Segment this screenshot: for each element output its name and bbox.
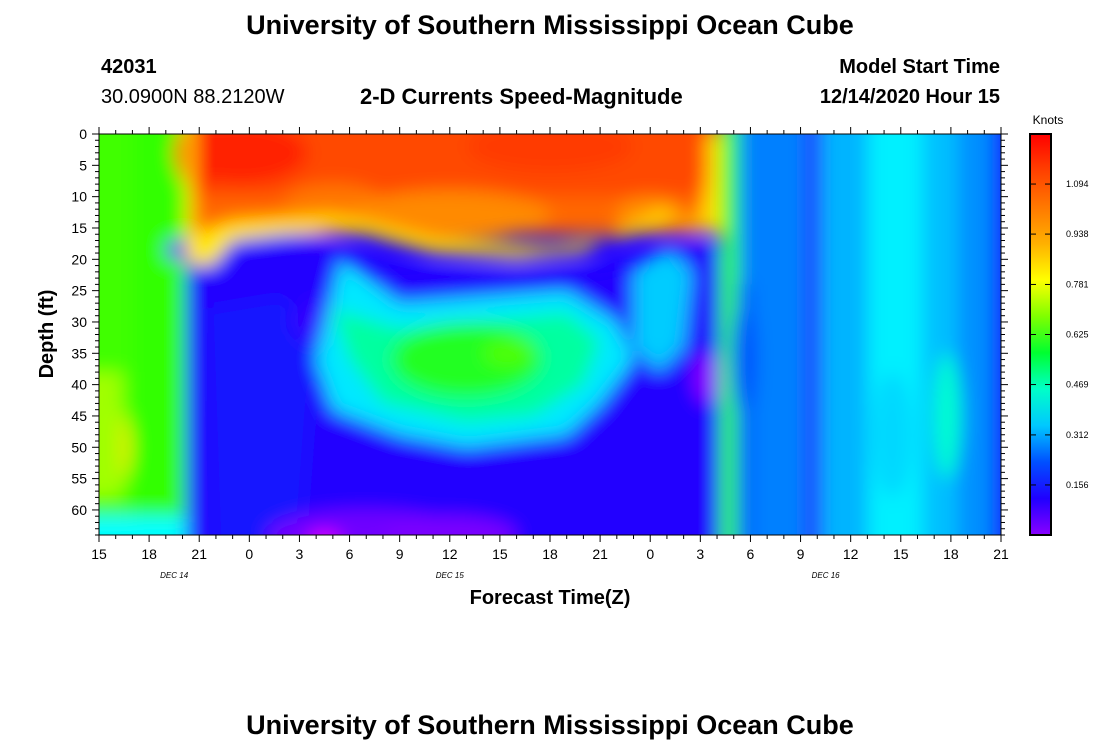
heatmap-field	[99, 134, 1001, 535]
heatmap-cell	[737, 284, 751, 535]
heatmap-cell	[483, 340, 534, 366]
y-tick-label: 35	[71, 345, 87, 361]
x-tick-label: 21	[993, 546, 1009, 562]
y-tick-label: 60	[71, 502, 87, 518]
y-tick-label: 10	[71, 189, 87, 205]
x-tick-label: 9	[797, 546, 805, 562]
x-tick-label: 18	[943, 546, 959, 562]
heatmap-cell	[349, 190, 550, 241]
y-tick-label: 25	[71, 283, 87, 299]
y-tick-label: 20	[71, 251, 87, 267]
heatmap-cell	[312, 531, 337, 535]
colorbar-tick-label: 0.781	[1066, 279, 1089, 289]
heatmap-cell	[99, 372, 123, 498]
heatmap-cell	[957, 134, 993, 535]
heatmap-cell	[693, 353, 724, 404]
x-tick-label: 0	[646, 546, 654, 562]
page-title: University of Southern Mississippi Ocean…	[246, 10, 854, 40]
heatmap-plot-area	[99, 134, 1001, 535]
x-date-label: DEC 15	[436, 571, 465, 580]
heatmap-cell	[872, 372, 913, 498]
x-tick-label: 12	[442, 546, 458, 562]
x-axis-label: Forecast Time(Z)	[470, 587, 631, 609]
heatmap-cell	[185, 134, 195, 260]
heatmap-cell	[807, 134, 821, 535]
x-tick-label: 15	[492, 546, 508, 562]
x-tick-label: 9	[396, 546, 404, 562]
x-tick-label: 6	[346, 546, 354, 562]
heatmap-cell	[633, 246, 692, 373]
heatmap-cell	[207, 296, 317, 535]
chart-title: 2-D Currents Speed-Magnitude	[360, 84, 683, 109]
heatmap-cell	[922, 134, 958, 535]
heatmap-cell	[187, 165, 721, 266]
heatmap-cell	[99, 134, 143, 535]
x-tick-label: 18	[141, 546, 157, 562]
y-axis-ticks: 0 5 10 15 20 25 30 35 40 45 50 55 60	[71, 126, 1008, 536]
colorbar-tick-label: 0.312	[1066, 430, 1089, 440]
heatmap-cell	[466, 134, 634, 172]
y-axis-label: Depth (ft)	[36, 290, 58, 379]
model-start-value: 12/14/2020 Hour 15	[819, 86, 1000, 108]
station-location: 30.0900N 88.2120W	[101, 86, 285, 108]
heatmap-cell	[616, 196, 684, 235]
colorbar-label: Knots	[1033, 113, 1064, 127]
y-tick-label: 30	[71, 314, 87, 330]
x-tick-label: 18	[542, 546, 558, 562]
x-date-label: DEC 16	[812, 571, 841, 580]
colorbar: Knots 1.094 0.938 0.781 0.625 0.469 0.312 0.15…	[1029, 113, 1089, 536]
y-tick-label: 55	[71, 471, 87, 487]
x-tick-label: 12	[843, 546, 859, 562]
colorbar-tick-label: 0.625	[1066, 330, 1089, 340]
x-tick-label: 21	[592, 546, 608, 562]
x-tick-label: 15	[91, 546, 107, 562]
x-axis-ticks: 15 18 21 0 3 6 9 12 15 18 21 0 3 6 9 12 15 18 21	[91, 127, 1009, 562]
x-tick-label: 0	[245, 546, 253, 562]
heatmap-cell	[934, 353, 961, 479]
station-id: 42031	[101, 56, 157, 78]
x-tick-label: 6	[747, 546, 755, 562]
model-start-label: Model Start Time	[839, 56, 1000, 78]
y-tick-label: 50	[71, 439, 87, 455]
colorbar-tick-label: 0.938	[1066, 229, 1089, 239]
heatmap-cell	[707, 134, 724, 235]
x-axis-date-labels: DEC 14 DEC 15 DEC 16	[160, 571, 840, 580]
colorbar-tick-label: 0.469	[1066, 380, 1089, 390]
x-tick-label: 3	[296, 546, 304, 562]
x-date-label: DEC 14	[160, 571, 189, 580]
heatmap-cell	[992, 134, 1001, 535]
colorbar-tick-label: 0.156	[1066, 480, 1089, 490]
y-tick-label: 40	[71, 377, 87, 393]
footer-title: University of Southern Mississippi Ocean…	[246, 710, 854, 740]
heatmap-cell	[391, 321, 542, 398]
x-tick-label: 21	[191, 546, 207, 562]
y-tick-label: 5	[79, 157, 87, 173]
y-tick-label: 45	[71, 408, 87, 424]
heatmap-cell	[175, 134, 216, 191]
colorbar-ticks: 1.094 0.938 0.781 0.625 0.469 0.312 0.156	[1030, 179, 1089, 490]
y-tick-label: 0	[79, 126, 87, 142]
x-tick-label: 3	[696, 546, 704, 562]
y-tick-label: 15	[71, 220, 87, 236]
heatmap-cell	[820, 134, 868, 535]
colorbar-tick-label: 1.094	[1066, 179, 1089, 189]
heatmap-cell	[132, 134, 186, 535]
x-tick-label: 15	[893, 546, 909, 562]
heatmap-cell	[382, 516, 517, 535]
